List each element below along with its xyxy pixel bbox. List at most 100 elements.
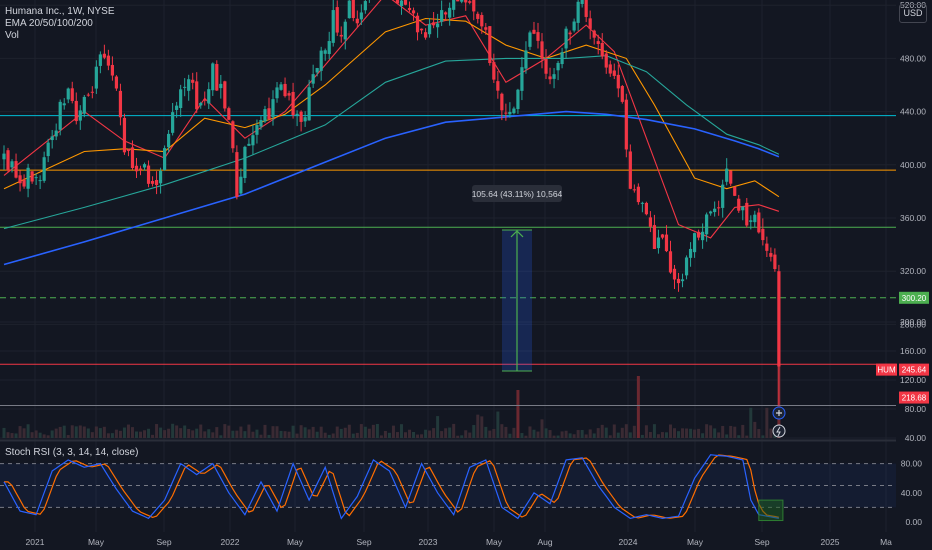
- volume-bar: [86, 428, 90, 438]
- volume-bar: [753, 421, 757, 438]
- volume-bar: [709, 425, 713, 438]
- volume-bar: [18, 426, 22, 438]
- volume-bar: [592, 433, 596, 438]
- volume-bar: [179, 428, 183, 438]
- volume-bar: [311, 426, 315, 438]
- candle-body: [592, 30, 596, 38]
- candle-body: [34, 177, 38, 179]
- price-tick-label: 360.00: [900, 213, 926, 223]
- candle-body: [239, 176, 243, 194]
- volume-bar: [588, 429, 592, 438]
- volume-bar: [516, 390, 520, 438]
- candle-body: [18, 175, 22, 184]
- price-tick-label: 320.00: [900, 266, 926, 276]
- candle-body: [363, 1, 367, 11]
- volume-bar: [239, 426, 243, 438]
- volume-bar: [444, 428, 448, 438]
- candle-body: [761, 228, 765, 241]
- candle-body: [163, 148, 167, 171]
- volume-bar: [600, 424, 604, 438]
- candle-body: [243, 146, 247, 179]
- candle-body: [219, 83, 223, 89]
- volume-bar: [175, 425, 179, 438]
- volume-bar: [207, 429, 211, 438]
- volume-bar: [171, 423, 175, 438]
- volume-bar: [355, 432, 359, 438]
- candle-body: [488, 26, 492, 64]
- candle-body: [303, 117, 307, 122]
- volume-bar: [448, 427, 452, 438]
- volume-bar: [624, 424, 628, 438]
- price-label-bg: [876, 363, 897, 376]
- volume-bar: [359, 424, 363, 438]
- volume-bar: [460, 435, 464, 438]
- candle-body: [411, 10, 416, 14]
- price-label: 300.20: [902, 294, 927, 303]
- currency-button[interactable]: USD: [899, 4, 927, 23]
- volume-bar: [721, 425, 725, 438]
- price-tick-label: 200.00: [900, 317, 926, 327]
- candle-body: [263, 109, 267, 122]
- volume-bar: [705, 424, 709, 438]
- price-label: HUM: [877, 366, 896, 375]
- volume-bar: [540, 419, 544, 438]
- candle-body: [154, 179, 159, 186]
- candle-body: [745, 202, 749, 226]
- candle-body: [215, 64, 219, 91]
- volume-bar: [428, 430, 432, 438]
- candle-body: [142, 164, 147, 168]
- volume-bar: [532, 429, 536, 438]
- candle-body: [347, 0, 351, 19]
- time-tick-label: May: [287, 537, 304, 547]
- candle-body: [315, 68, 319, 73]
- volume-bar: [375, 424, 379, 438]
- volume-bar: [275, 426, 279, 438]
- volume-bar: [729, 425, 733, 438]
- candle-body: [512, 108, 516, 114]
- volume-bar: [480, 416, 484, 438]
- volume-bar: [652, 424, 656, 438]
- volume-bar: [560, 431, 564, 438]
- volume-bar: [608, 435, 612, 438]
- candle-body: [339, 34, 343, 37]
- volume-bar: [139, 431, 143, 438]
- volume-bar: [118, 430, 122, 438]
- measure-tool[interactable]: 105.64 (43.11%) 10,564: [472, 185, 563, 372]
- price-tick-label: 80.00: [905, 404, 927, 414]
- volume-bar: [536, 431, 540, 438]
- plus-icon[interactable]: [772, 406, 786, 420]
- candle-body: [195, 81, 199, 110]
- candle-body: [532, 29, 536, 34]
- volume-bar: [697, 428, 701, 438]
- volume-bar: [564, 430, 568, 438]
- volume-bar: [159, 427, 163, 438]
- time-tick-label: Sep: [754, 537, 769, 547]
- volume-bar: [227, 425, 231, 438]
- time-tick-label: May: [486, 537, 503, 547]
- candle-body: [90, 91, 94, 93]
- candle-body: [664, 234, 669, 252]
- volume-bar: [211, 432, 215, 438]
- ema-line: [3, 55, 780, 230]
- volume-bar: [556, 435, 560, 438]
- price-tick-label: 120.00: [900, 375, 926, 385]
- candlesticks: [2, 0, 781, 406]
- rsi-tick-label: 0.00: [905, 517, 922, 527]
- candle-body: [158, 170, 163, 184]
- volume-bar: [110, 433, 114, 438]
- measure-arrowhead: [510, 230, 524, 238]
- volume-bar: [399, 424, 403, 438]
- volume-bar: [151, 434, 155, 438]
- volume-bar: [612, 424, 616, 438]
- horizontal-lines[interactable]: [0, 0, 896, 407]
- candle-body: [311, 74, 315, 84]
- volume-bar: [343, 427, 347, 438]
- volume-bar: [331, 433, 335, 438]
- candle-body: [709, 211, 713, 214]
- candle-body: [688, 248, 693, 258]
- volume-bar: [251, 431, 255, 438]
- lightning-icon[interactable]: [772, 424, 786, 438]
- pane-icons[interactable]: [772, 406, 786, 438]
- volume-bar: [757, 429, 761, 438]
